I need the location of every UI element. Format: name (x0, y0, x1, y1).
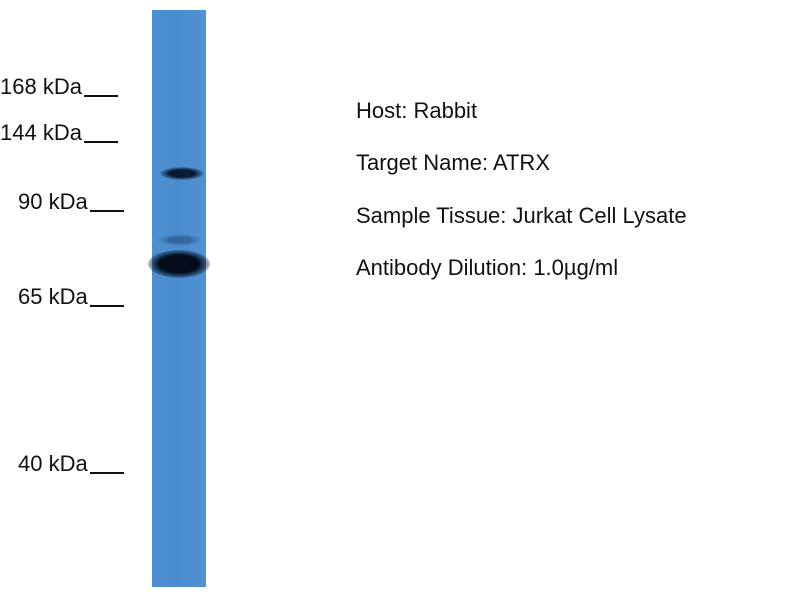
target-label: Target Name: ATRX (356, 150, 550, 175)
marker-label: 65 kDa (18, 284, 88, 309)
marker-label: 168 kDa (0, 74, 82, 99)
marker-label: 40 kDa (18, 451, 88, 476)
band-faint (158, 234, 202, 246)
marker-144: 144 kDa (0, 120, 118, 146)
host-label: Host: Rabbit (356, 98, 478, 123)
tissue-label: Sample Tissue: Jurkat Cell Lysate (356, 203, 687, 228)
marker-90: 90 kDa (18, 189, 124, 215)
marker-label: 90 kDa (18, 189, 88, 214)
blot-lane (148, 10, 210, 587)
marker-168: 168 kDa (0, 74, 118, 100)
marker-65: 65 kDa (18, 284, 124, 310)
band-main (148, 250, 210, 278)
marker-label: 144 kDa (0, 120, 82, 145)
dilution-label: Antibody Dilution: 1.0µg/ml (356, 255, 619, 280)
band-upper (160, 167, 204, 180)
marker-40: 40 kDa (18, 451, 124, 477)
